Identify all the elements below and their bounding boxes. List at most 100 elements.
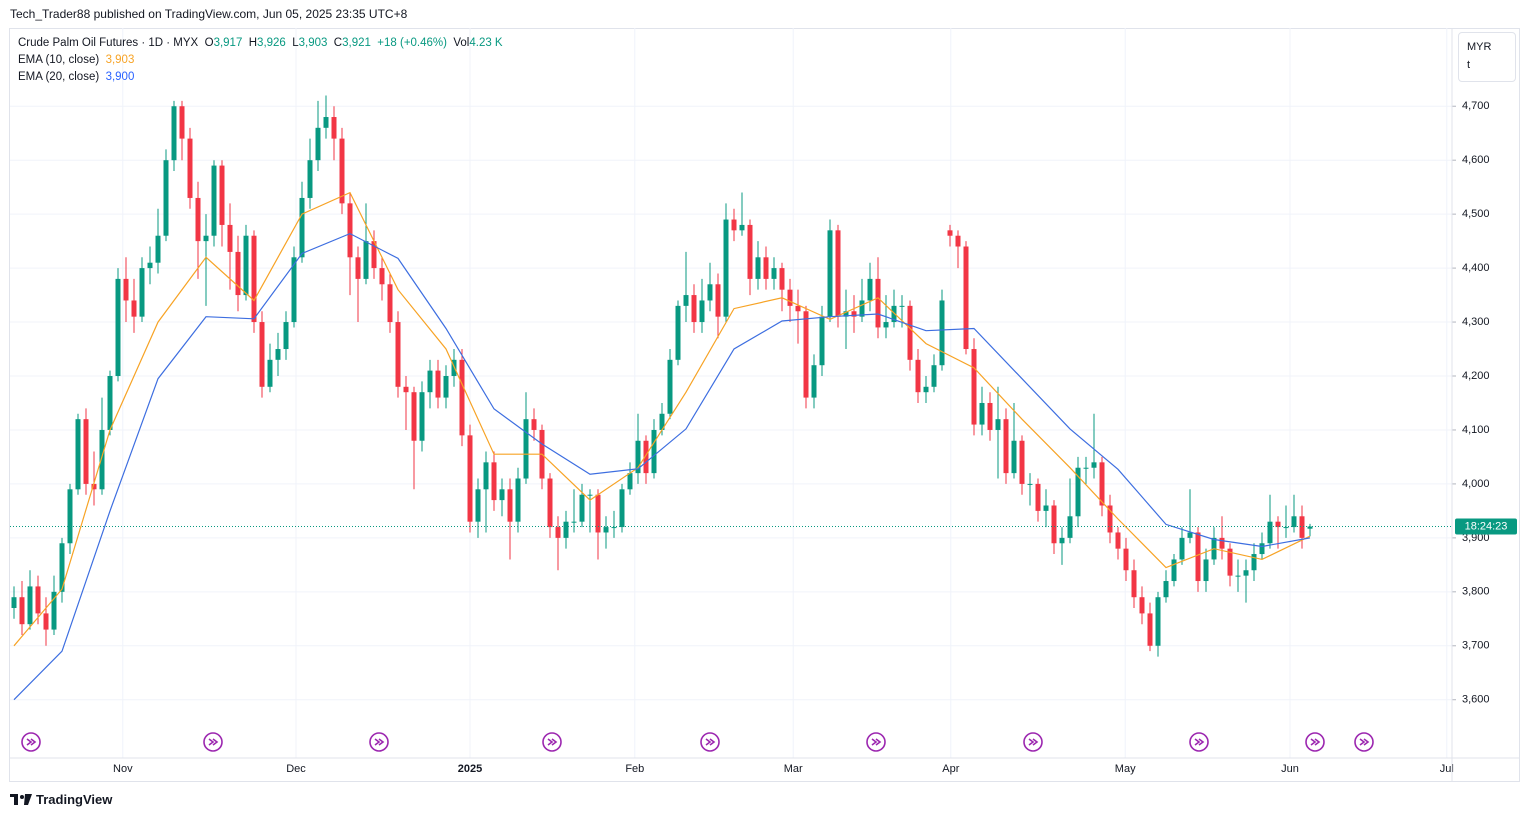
unit-box[interactable]: MYR t [1458, 32, 1516, 82]
y-tick-label: 4,100 [1462, 424, 1490, 436]
published-note: Tech_Trader88 published on TradingView.c… [10, 7, 408, 21]
event-arrow [208, 738, 219, 746]
candle-body [1043, 505, 1049, 511]
candle-body [163, 160, 169, 236]
y-tick-label: 4,500 [1462, 208, 1490, 220]
candle-body [259, 322, 265, 387]
event-icon[interactable] [21, 732, 41, 752]
candle-body [251, 235, 257, 323]
x-tick-label: May [1115, 763, 1136, 775]
candle-body [331, 117, 337, 139]
symbol: Crude Palm Oil Futures · 1D · MYX [18, 37, 199, 49]
brand: TradingView [10, 792, 112, 807]
candle-body [115, 278, 121, 377]
candle-body [19, 597, 25, 625]
candle-body [715, 284, 721, 317]
candle-body [1131, 570, 1137, 598]
candle-body [819, 316, 825, 366]
event-arrow [705, 738, 716, 746]
brand-logo [10, 793, 32, 805]
event-icon[interactable] [700, 732, 720, 752]
x-tick-label: Dec [286, 763, 306, 775]
candle-body [515, 478, 521, 522]
candle-body [563, 521, 569, 538]
candle-body [1075, 467, 1081, 517]
y-tick-label: 4,300 [1462, 316, 1490, 328]
candle-body [59, 543, 65, 592]
event-arrow [374, 738, 385, 746]
legend-ema: EMA (20, close) 3,900 [18, 69, 503, 86]
event-icon[interactable] [1023, 732, 1043, 752]
candle-body [235, 251, 241, 296]
event-icon[interactable] [369, 732, 389, 752]
o-value: 3,917 [213, 37, 243, 49]
candle-body [627, 473, 633, 490]
event-icon[interactable] [1354, 732, 1374, 752]
candle-body [1187, 532, 1193, 538]
legend: Crude Palm Oil Futures · 1D · MYX O3,917… [18, 35, 503, 86]
candle-body [315, 127, 321, 161]
legend-main: Crude Palm Oil Futures · 1D · MYX O3,917… [18, 35, 503, 52]
ema-line [13, 232, 1311, 701]
candle-body [1059, 537, 1065, 544]
candle-body [915, 359, 921, 393]
candle-body [227, 224, 233, 252]
vol-label: Vol [453, 37, 470, 49]
candle-body [963, 246, 969, 350]
candle-body [875, 278, 881, 328]
event-icon[interactable] [1189, 732, 1209, 752]
y-tick-label: 4,700 [1462, 100, 1490, 112]
x-tick-label: Nov [113, 763, 133, 775]
candle-body [1099, 462, 1105, 506]
candle-body [27, 586, 33, 625]
currency: MYR [1467, 41, 1492, 53]
candle-body [723, 219, 729, 317]
y-tick-label: 3,900 [1462, 532, 1490, 544]
x-tick-label: Apr [942, 763, 959, 775]
unit: t [1467, 59, 1471, 71]
ema-line [13, 191, 1311, 647]
brand-name: TradingView [36, 792, 113, 807]
candle-body [419, 392, 425, 441]
event-arrow [547, 738, 558, 746]
candle-body [811, 365, 817, 398]
candle-body [307, 160, 313, 198]
l-value: 3,903 [298, 37, 328, 49]
candle-body [827, 230, 833, 317]
event-icon[interactable] [866, 732, 886, 752]
candle-body [75, 419, 81, 490]
candle-body [891, 305, 897, 323]
candle-body [675, 305, 681, 360]
legend-value: 3,903 [105, 54, 135, 66]
candle-body [843, 311, 849, 317]
event-icon[interactable] [203, 732, 223, 752]
candle-body [387, 284, 393, 323]
candle-body [619, 489, 625, 528]
candle-body [35, 586, 41, 614]
candle-body [803, 311, 809, 398]
candle-body [299, 197, 305, 258]
candle-body [507, 489, 513, 522]
candle-body [1179, 537, 1185, 560]
candle-body [179, 106, 185, 139]
candle-body [1003, 419, 1009, 474]
candle-body [635, 440, 641, 474]
candle-body [467, 435, 473, 522]
candle-body [67, 489, 73, 544]
event-arrow [1359, 738, 1370, 746]
y-tick-label: 4,200 [1462, 370, 1490, 382]
candle-body [683, 295, 689, 306]
candle-body [91, 483, 97, 490]
y-tick-label: 3,700 [1462, 640, 1490, 652]
x-tick-label: Jul [1440, 763, 1454, 775]
event-icon[interactable] [1305, 732, 1325, 752]
candle-body [555, 527, 561, 538]
event-icon[interactable] [542, 732, 562, 752]
candle-body [1123, 548, 1129, 571]
candle-body [867, 278, 873, 301]
candle-body [83, 419, 89, 484]
candle-body [155, 235, 161, 263]
candle-body [587, 494, 593, 496]
candle-body [659, 413, 665, 430]
